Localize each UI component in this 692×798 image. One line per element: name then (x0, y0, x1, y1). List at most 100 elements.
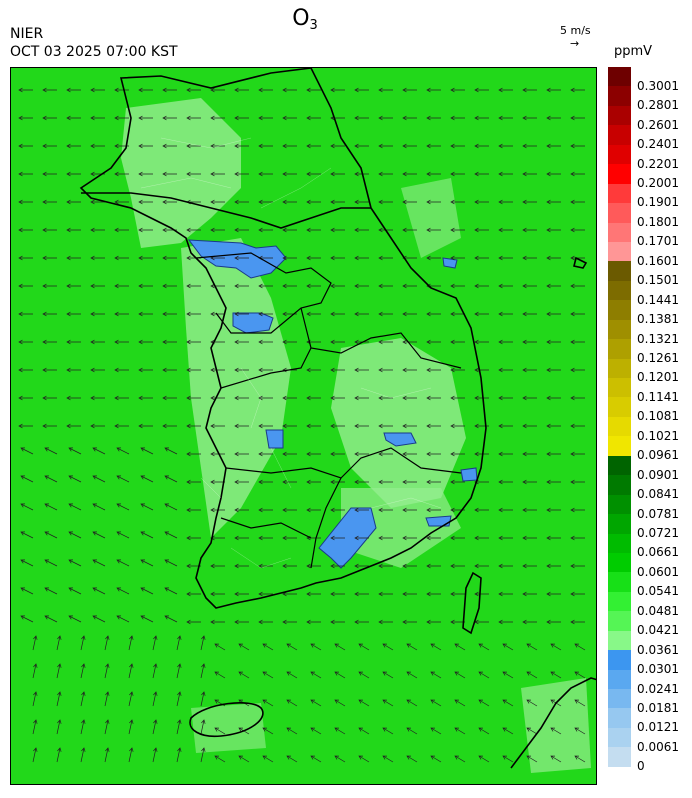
wind-arrow (310, 727, 322, 735)
wind-arrow (546, 507, 561, 513)
legend-swatch (608, 144, 631, 165)
wind-arrow (570, 143, 585, 149)
wind-arrow (358, 755, 370, 763)
wind-arrow (282, 283, 297, 289)
wind-arrow (90, 255, 105, 261)
wind-arrow (426, 591, 441, 597)
wind-arrow (426, 507, 441, 513)
concentration-patches (121, 98, 591, 773)
wind-arrow (258, 283, 273, 289)
wind-arrow (152, 663, 158, 679)
wind-arrow (92, 587, 106, 595)
wind-arrow (378, 563, 393, 569)
wind-arrow (402, 339, 417, 345)
legend-tick: 0.1801 (637, 214, 679, 229)
wind-arrow (162, 171, 177, 177)
wind-arrow (498, 451, 513, 457)
wind-arrow (570, 535, 585, 541)
wind-arrow (450, 171, 465, 177)
legend-tick: 0.0541 (637, 584, 679, 599)
wind-arrow (282, 171, 297, 177)
wind-arrow (44, 475, 58, 483)
wind-arrow (80, 635, 86, 651)
wind-arrow (498, 423, 513, 429)
wind-arrow (262, 699, 274, 707)
wind-arrow (282, 227, 297, 233)
wind-arrow (116, 615, 130, 623)
wind-arrow (162, 115, 177, 121)
wind-arrow (66, 395, 81, 401)
wind-arrow (522, 451, 537, 457)
wind-arrow (42, 283, 57, 289)
wind-arrow (214, 643, 226, 651)
legend-tick: 0.3001 (637, 78, 679, 93)
wind-arrow (382, 643, 394, 651)
wind-arrow (90, 115, 105, 121)
wind-arrow (140, 447, 154, 455)
wind-arrow (186, 115, 201, 121)
wind-arrow (66, 311, 81, 317)
wind-arrow (334, 755, 346, 763)
wind-arrow (90, 423, 105, 429)
wind-arrow (44, 503, 58, 511)
wind-arrow (454, 755, 466, 763)
wind-arrow (210, 395, 225, 401)
wind-arrow (234, 311, 249, 317)
wind-arrow (450, 423, 465, 429)
wind-arrow (498, 227, 513, 233)
wind-arrow (200, 719, 206, 735)
wind-arrow (114, 283, 129, 289)
wind-arrow (498, 199, 513, 205)
low-ozone-patch-ulsan (460, 467, 478, 482)
wind-arrow (354, 619, 369, 625)
wind-arrow (358, 643, 370, 651)
wind-arrow (358, 671, 370, 679)
wind-arrow (330, 507, 345, 513)
legend-swatch (608, 397, 631, 417)
wind-arrow (128, 691, 134, 707)
legend-tick: 0.0061 (637, 739, 679, 754)
legend-swatch (608, 105, 631, 126)
wind-arrow (90, 395, 105, 401)
legend-tick: 0.0661 (637, 545, 679, 560)
wind-arrow (104, 691, 110, 707)
wind-arrow (18, 115, 33, 121)
wind-arrow (42, 423, 57, 429)
legend-colorbar (608, 67, 631, 767)
wind-arrow (454, 643, 466, 651)
wind-arrow (402, 143, 417, 149)
wind-arrow (546, 339, 561, 345)
wind-arrow (164, 587, 178, 595)
wind-arrow (450, 87, 465, 93)
wind-arrow (186, 283, 201, 289)
wind-arrow (18, 311, 33, 317)
legend-swatch (608, 572, 631, 592)
legend-swatch (608, 533, 631, 553)
reference-vector-label: 5 m/s (560, 24, 591, 37)
wind-arrow (474, 87, 489, 93)
wind-arrow (522, 619, 537, 625)
wind-arrow (402, 115, 417, 121)
wind-arrow (546, 283, 561, 289)
wind-arrow (550, 643, 562, 651)
wind-arrow (546, 423, 561, 429)
wind-arrow (114, 255, 129, 261)
legend-swatch (608, 164, 631, 184)
wind-arrow (282, 451, 297, 457)
wind-arrow (114, 339, 129, 345)
wind-arrow (186, 535, 201, 541)
wind-arrow (426, 423, 441, 429)
wind-arrow (200, 663, 206, 679)
wind-arrow (474, 283, 489, 289)
legend-swatch (608, 747, 631, 767)
legend-swatch (608, 455, 631, 476)
wind-arrow (176, 747, 182, 763)
wind-arrow (18, 339, 33, 345)
wind-arrow (426, 479, 441, 485)
wind-arrow (44, 587, 58, 595)
wind-arrow (450, 283, 465, 289)
legend-tick: 0.0601 (637, 564, 679, 579)
wind-arrow (214, 727, 226, 735)
wind-arrow (114, 227, 129, 233)
wind-arrow (282, 87, 297, 93)
